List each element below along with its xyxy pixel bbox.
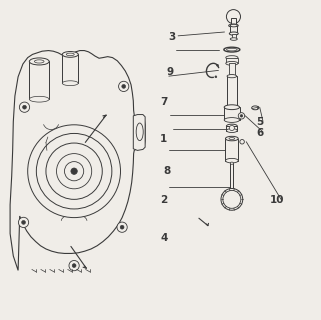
Circle shape	[223, 190, 241, 208]
Ellipse shape	[224, 47, 240, 52]
Circle shape	[28, 125, 120, 218]
Circle shape	[117, 222, 127, 232]
Ellipse shape	[227, 48, 237, 51]
Circle shape	[22, 220, 25, 224]
Bar	[232, 34, 236, 39]
Circle shape	[122, 84, 126, 88]
Ellipse shape	[34, 60, 44, 63]
Ellipse shape	[230, 24, 237, 27]
Circle shape	[46, 143, 102, 199]
Ellipse shape	[230, 32, 237, 35]
Text: 10: 10	[270, 195, 284, 205]
Circle shape	[22, 105, 26, 109]
Text: 5: 5	[256, 116, 263, 127]
Ellipse shape	[225, 158, 238, 163]
Ellipse shape	[230, 162, 233, 164]
Ellipse shape	[226, 61, 238, 65]
Ellipse shape	[252, 106, 259, 110]
Text: 1: 1	[160, 134, 167, 144]
Circle shape	[36, 133, 112, 209]
Bar	[229, 63, 235, 76]
Ellipse shape	[229, 75, 235, 77]
Bar	[231, 18, 236, 26]
Ellipse shape	[62, 81, 78, 86]
Ellipse shape	[224, 118, 239, 123]
Ellipse shape	[66, 53, 74, 56]
Ellipse shape	[229, 24, 238, 27]
Ellipse shape	[227, 75, 237, 78]
Text: 6: 6	[256, 128, 263, 138]
Ellipse shape	[230, 38, 237, 40]
Circle shape	[19, 102, 30, 112]
Ellipse shape	[229, 32, 238, 35]
Text: 2: 2	[160, 195, 167, 205]
Circle shape	[221, 188, 243, 210]
Text: 3: 3	[168, 32, 175, 42]
Ellipse shape	[136, 123, 143, 141]
Ellipse shape	[225, 136, 238, 141]
Ellipse shape	[224, 105, 239, 109]
Circle shape	[238, 113, 245, 119]
Circle shape	[226, 10, 240, 24]
Circle shape	[216, 64, 218, 66]
Circle shape	[72, 264, 76, 268]
Text: 4: 4	[160, 233, 167, 244]
Circle shape	[120, 225, 124, 229]
Bar	[227, 76, 237, 107]
Ellipse shape	[29, 58, 49, 65]
Circle shape	[118, 81, 129, 92]
Bar	[230, 26, 237, 34]
Text: 8: 8	[163, 166, 170, 176]
Text: 9: 9	[167, 67, 174, 77]
Circle shape	[65, 162, 84, 181]
Ellipse shape	[226, 129, 237, 132]
Ellipse shape	[226, 124, 237, 128]
Circle shape	[240, 140, 244, 144]
Circle shape	[69, 260, 79, 271]
Bar	[62, 54, 78, 83]
Ellipse shape	[226, 56, 238, 60]
Circle shape	[240, 115, 243, 117]
Bar	[225, 139, 238, 161]
Polygon shape	[10, 51, 145, 270]
Ellipse shape	[29, 96, 49, 102]
Circle shape	[229, 125, 234, 131]
Circle shape	[71, 168, 77, 174]
Bar	[224, 107, 239, 120]
Ellipse shape	[229, 138, 235, 140]
Bar	[226, 126, 237, 131]
Circle shape	[215, 76, 217, 78]
Circle shape	[18, 217, 29, 228]
Bar	[230, 163, 233, 192]
Bar	[29, 61, 49, 99]
Bar	[226, 58, 238, 63]
Text: 7: 7	[160, 97, 167, 108]
Circle shape	[56, 154, 92, 189]
Polygon shape	[133, 115, 145, 150]
Ellipse shape	[62, 52, 78, 57]
